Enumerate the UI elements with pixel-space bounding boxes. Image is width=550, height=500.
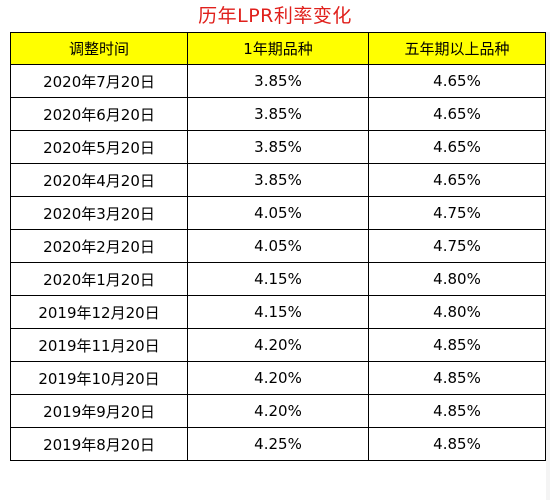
cell-five-year-rate[interactable]: 4.65% bbox=[368, 130, 546, 164]
header-adjust-date[interactable]: 调整时间 bbox=[10, 32, 188, 65]
cell-five-year-rate[interactable]: 4.65% bbox=[368, 97, 546, 131]
cell-one-year-rate[interactable]: 4.15% bbox=[187, 295, 369, 329]
header-one-year-rate[interactable]: 1年期品种 bbox=[187, 32, 369, 65]
cell-adjust-date[interactable]: 2020年2月20日 bbox=[10, 229, 188, 263]
cell-one-year-rate[interactable]: 4.20% bbox=[187, 394, 369, 428]
cell-one-year-rate[interactable]: 3.85% bbox=[187, 64, 369, 98]
table-row: 2020年1月20日 4.15% 4.80% bbox=[10, 262, 546, 296]
cell-five-year-rate[interactable]: 4.65% bbox=[368, 163, 546, 197]
cell-adjust-date[interactable]: 2020年6月20日 bbox=[10, 97, 188, 131]
cell-five-year-rate[interactable]: 4.75% bbox=[368, 229, 546, 263]
cell-one-year-rate[interactable]: 3.85% bbox=[187, 97, 369, 131]
cell-one-year-rate[interactable]: 3.85% bbox=[187, 163, 369, 197]
cell-five-year-rate[interactable]: 4.80% bbox=[368, 262, 546, 296]
header-row: 调整时间 1年期品种 五年期以上品种 bbox=[10, 32, 546, 65]
cell-five-year-rate[interactable]: 4.85% bbox=[368, 427, 546, 461]
lpr-rate-table: 调整时间 1年期品种 五年期以上品种 2020年7月20日 3.85% 4.65… bbox=[10, 32, 546, 461]
cell-five-year-rate[interactable]: 4.85% bbox=[368, 361, 546, 395]
cell-five-year-rate[interactable]: 4.75% bbox=[368, 196, 546, 230]
table-row: 2019年12月20日 4.15% 4.80% bbox=[10, 295, 546, 329]
table-row: 2020年6月20日 3.85% 4.65% bbox=[10, 97, 546, 131]
sheet-right-edge bbox=[546, 32, 550, 500]
cell-adjust-date[interactable]: 2019年8月20日 bbox=[10, 427, 188, 461]
cell-adjust-date[interactable]: 2020年3月20日 bbox=[10, 196, 188, 230]
table-row: 2020年2月20日 4.05% 4.75% bbox=[10, 229, 546, 263]
header-five-year-rate[interactable]: 五年期以上品种 bbox=[368, 32, 546, 65]
cell-adjust-date[interactable]: 2020年1月20日 bbox=[10, 262, 188, 296]
table-row: 2020年4月20日 3.85% 4.65% bbox=[10, 163, 546, 197]
cell-one-year-rate[interactable]: 4.20% bbox=[187, 361, 369, 395]
cell-adjust-date[interactable]: 2019年10月20日 bbox=[10, 361, 188, 395]
cell-one-year-rate[interactable]: 3.85% bbox=[187, 130, 369, 164]
table-title: 历年LPR利率变化 bbox=[198, 5, 352, 27]
cell-one-year-rate[interactable]: 4.20% bbox=[187, 328, 369, 362]
cell-adjust-date[interactable]: 2020年5月20日 bbox=[10, 130, 188, 164]
cell-one-year-rate[interactable]: 4.15% bbox=[187, 262, 369, 296]
table-row: 2020年7月20日 3.85% 4.65% bbox=[10, 64, 546, 98]
cell-one-year-rate[interactable]: 4.05% bbox=[187, 229, 369, 263]
cell-five-year-rate[interactable]: 4.85% bbox=[368, 394, 546, 428]
table-row: 2020年5月20日 3.85% 4.65% bbox=[10, 130, 546, 164]
cell-one-year-rate[interactable]: 4.25% bbox=[187, 427, 369, 461]
cell-one-year-rate[interactable]: 4.05% bbox=[187, 196, 369, 230]
cell-adjust-date[interactable]: 2019年12月20日 bbox=[10, 295, 188, 329]
table-row: 2020年3月20日 4.05% 4.75% bbox=[10, 196, 546, 230]
table-row: 2019年9月20日 4.20% 4.85% bbox=[10, 394, 546, 428]
cell-adjust-date[interactable]: 2020年7月20日 bbox=[10, 64, 188, 98]
cell-five-year-rate[interactable]: 4.65% bbox=[368, 64, 546, 98]
table-row: 2019年8月20日 4.25% 4.85% bbox=[10, 427, 546, 461]
cell-five-year-rate[interactable]: 4.80% bbox=[368, 295, 546, 329]
cell-adjust-date[interactable]: 2020年4月20日 bbox=[10, 163, 188, 197]
cell-adjust-date[interactable]: 2019年11月20日 bbox=[10, 328, 188, 362]
cell-five-year-rate[interactable]: 4.85% bbox=[368, 328, 546, 362]
table-row: 2019年10月20日 4.20% 4.85% bbox=[10, 361, 546, 395]
table-row: 2019年11月20日 4.20% 4.85% bbox=[10, 328, 546, 362]
cell-adjust-date[interactable]: 2019年9月20日 bbox=[10, 394, 188, 428]
